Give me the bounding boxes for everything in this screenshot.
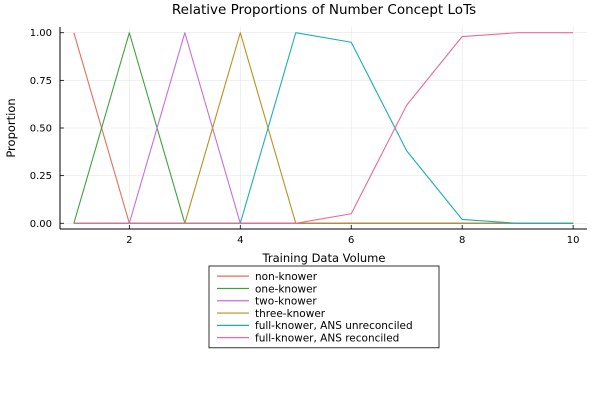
y-tick-label: 0.00	[30, 219, 52, 230]
y-axis-title: Proportion	[4, 98, 18, 157]
legend-label: three-knower	[255, 308, 326, 320]
legend-box	[208, 265, 440, 349]
legend-label: non-knower	[255, 271, 318, 283]
legend: non-knowerone-knowertwo-knowerthree-know…	[208, 265, 440, 349]
x-tick-label: 6	[348, 235, 354, 246]
y-tick-label: 0.75	[30, 76, 52, 87]
series-line	[73, 32, 574, 224]
y-tick-label: 1.00	[30, 28, 52, 39]
legend-label: two-knower	[255, 296, 317, 308]
x-tick-label: 2	[126, 235, 132, 246]
grid	[60, 27, 587, 229]
y-tick-label: 0.50	[30, 124, 52, 135]
series-lines	[73, 32, 574, 224]
ticks: 2 4 6 8 10 0.00 0.25 0.50 0.75 1.00	[30, 28, 580, 246]
x-axis-title: Training Data Volume	[262, 251, 386, 265]
x-tick-label: 10	[567, 235, 580, 246]
legend-label: one-knower	[255, 283, 318, 295]
legend-label: full-knower, ANS reconciled	[255, 332, 399, 344]
x-tick-label: 8	[459, 235, 465, 246]
x-tick-label: 4	[237, 235, 243, 246]
y-tick-label: 0.25	[30, 171, 52, 182]
chart-title: Relative Proportions of Number Concept L…	[172, 2, 476, 18]
legend-label: full-knower, ANS unreconciled	[255, 320, 413, 332]
